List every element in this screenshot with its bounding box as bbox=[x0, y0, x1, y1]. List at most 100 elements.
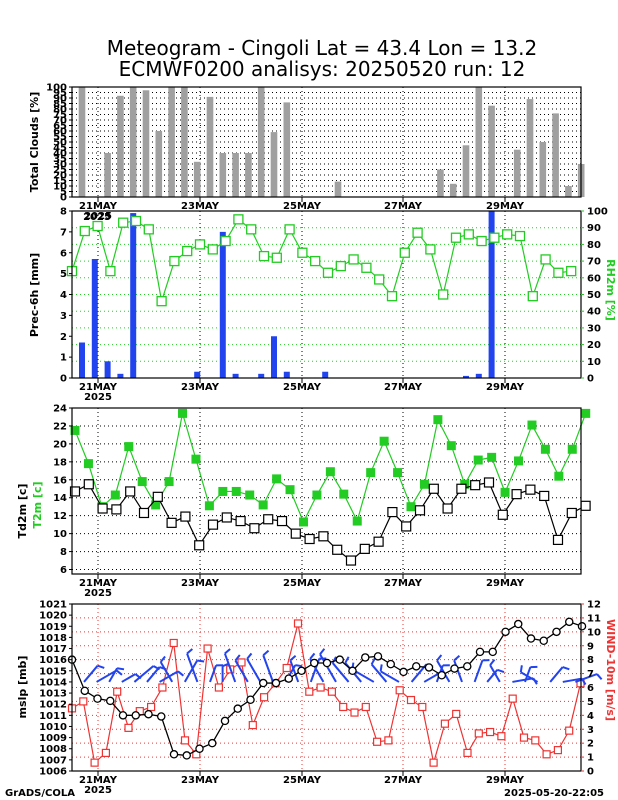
rh-marker bbox=[374, 274, 385, 285]
y-tick-label: 25 bbox=[53, 165, 67, 176]
y-tick-label: 6 bbox=[60, 248, 67, 259]
wind-barb bbox=[133, 665, 155, 683]
y-tick-label: 1010 bbox=[39, 722, 67, 733]
y-tick-label: 1013 bbox=[39, 689, 67, 700]
mslp-marker bbox=[284, 674, 293, 683]
y-tick-label: 65 bbox=[53, 121, 67, 132]
precip-bar bbox=[117, 373, 124, 378]
y-tick-label: 5 bbox=[60, 269, 67, 280]
wind-barb-flag bbox=[289, 654, 297, 662]
wind-barb-flag bbox=[159, 655, 166, 663]
rh-marker bbox=[79, 225, 90, 237]
y2-tick-label: 10 bbox=[587, 627, 601, 638]
td2m-marker bbox=[318, 531, 329, 542]
y-tick-label: 1015 bbox=[39, 666, 67, 677]
x-tick-label: 25MAY bbox=[283, 775, 322, 786]
wind-speed-marker bbox=[406, 695, 416, 705]
title-line-2: ECMWF0200 analisys: 20250520 run: 12 bbox=[119, 57, 526, 81]
y2-tick-label: 40 bbox=[587, 307, 601, 318]
td2m-marker bbox=[359, 543, 370, 554]
mslp-marker bbox=[526, 634, 536, 643]
x-tick-label: 23MAY bbox=[181, 578, 220, 589]
x-year-label: 2025 bbox=[84, 211, 112, 222]
y2-tick-label: 7 bbox=[587, 669, 594, 680]
cloud-bar bbox=[129, 87, 137, 197]
t2m-marker bbox=[204, 501, 214, 511]
wind-speed-marker bbox=[350, 708, 359, 717]
wind-speed-marker bbox=[248, 720, 257, 730]
y-tick-label: 55 bbox=[53, 132, 67, 143]
x-year-label: 2025 bbox=[84, 392, 112, 403]
y2-tick-label: 70 bbox=[587, 257, 601, 268]
y2-tick-label: 6 bbox=[587, 683, 594, 694]
wind-barb bbox=[473, 659, 484, 683]
rh-line bbox=[71, 218, 572, 302]
y-tick-label: 1017 bbox=[39, 644, 67, 655]
wind-barb bbox=[486, 669, 499, 683]
mslp-marker bbox=[258, 678, 268, 688]
wind-speed-marker bbox=[418, 702, 427, 712]
t2m-marker bbox=[379, 436, 389, 446]
wind-barb-flag bbox=[519, 665, 523, 673]
mslp-marker bbox=[411, 662, 421, 671]
wind-speed-marker bbox=[293, 619, 303, 628]
wind-speed-marker bbox=[565, 726, 574, 735]
cloud-bar bbox=[283, 102, 291, 197]
rh-marker bbox=[463, 229, 474, 240]
rh-marker bbox=[527, 291, 538, 302]
wind-barb bbox=[331, 662, 350, 683]
cloud-bar bbox=[270, 132, 278, 197]
wind-speed-marker bbox=[214, 683, 223, 692]
td2m-marker bbox=[539, 490, 550, 502]
y-tick-label: 60 bbox=[53, 127, 67, 138]
wind-speed-marker bbox=[463, 748, 472, 758]
mslp-marker bbox=[207, 738, 217, 748]
wind-barb bbox=[423, 672, 440, 683]
t2m-marker bbox=[540, 444, 550, 454]
t2m-marker bbox=[164, 477, 174, 487]
y-tick-label: 40 bbox=[53, 149, 67, 160]
wind-barb-flag bbox=[319, 648, 326, 655]
mslp-marker bbox=[565, 617, 574, 627]
mslp-marker bbox=[195, 744, 204, 753]
mslp-marker bbox=[552, 627, 561, 637]
t2m-marker bbox=[285, 485, 295, 495]
rh-marker bbox=[540, 254, 551, 265]
y2-tick-label: 100 bbox=[587, 207, 608, 218]
y-tick-label: 1 bbox=[60, 353, 67, 364]
wind-speed-marker bbox=[452, 709, 461, 719]
mslp-marker bbox=[309, 658, 319, 668]
rh-marker bbox=[92, 220, 103, 232]
y2-tick-label: 11 bbox=[587, 613, 601, 624]
rh-marker bbox=[220, 235, 231, 247]
wind-barb-flag bbox=[197, 659, 205, 663]
wind-barb bbox=[209, 665, 217, 683]
wind-barb bbox=[453, 659, 463, 683]
y-tick-label: 80 bbox=[53, 105, 67, 116]
wind-barb bbox=[380, 670, 400, 683]
mslp-marker bbox=[475, 647, 485, 657]
wind-speed-marker bbox=[203, 644, 212, 653]
x-tick-label: 23MAY bbox=[181, 775, 220, 786]
y2-tick-label: 90 bbox=[587, 223, 601, 234]
td2m-marker bbox=[235, 515, 246, 527]
td2m-marker bbox=[525, 484, 536, 495]
wind-speed-marker bbox=[542, 750, 551, 759]
y-tick-label: 1019 bbox=[39, 622, 67, 633]
mslp-marker bbox=[80, 686, 90, 696]
t2m-marker bbox=[352, 516, 362, 526]
mslp-marker bbox=[488, 647, 497, 657]
wind-barb bbox=[562, 677, 583, 683]
cloud-bar bbox=[232, 153, 239, 197]
wind-speed-marker bbox=[429, 758, 438, 767]
td2m-marker bbox=[456, 483, 467, 494]
t2m-marker bbox=[514, 456, 524, 466]
wind-barb-flag bbox=[246, 652, 253, 660]
wind-barb bbox=[234, 659, 249, 683]
wind-speed-marker bbox=[508, 694, 517, 703]
wind-speed-marker bbox=[361, 702, 370, 712]
t2m-marker bbox=[124, 442, 134, 452]
t2m-marker bbox=[191, 454, 201, 464]
wind-barb bbox=[108, 667, 118, 683]
